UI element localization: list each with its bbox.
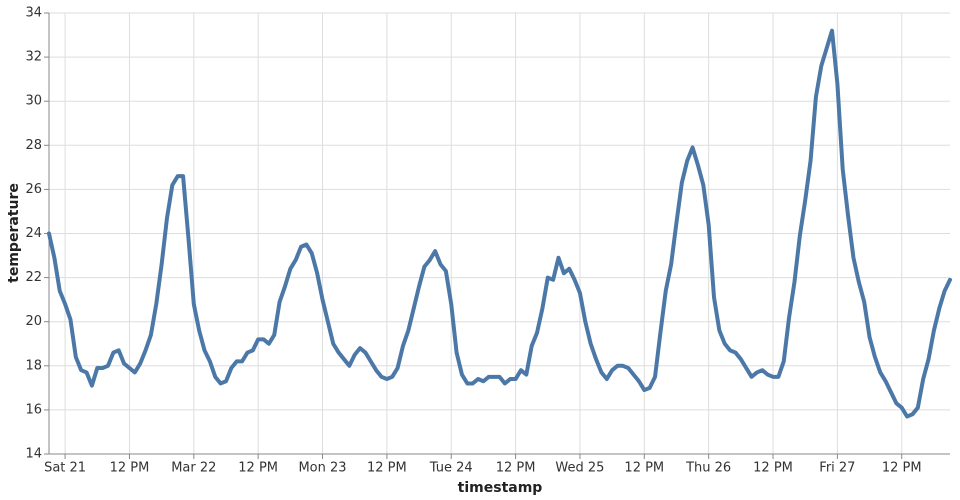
line [47, 28, 952, 419]
axes: 14 16 18 20 22 24 26 28 30 32 34 Sat 21 12 PM Mar 22 1… [25, 6, 950, 476]
x-tick-label: 12 PM [753, 461, 793, 476]
x-tick-label: Tue 24 [429, 461, 473, 476]
x-tick-label: Sat 21 [44, 461, 86, 476]
x-tick-label: Wed 25 [555, 461, 604, 476]
y-tick-label: 24 [25, 226, 42, 241]
y-tick-label: 14 [25, 447, 42, 462]
y-axis-title: temperature [6, 183, 22, 283]
marks [47, 28, 952, 419]
x-tick-label: 12 PM [496, 461, 536, 476]
x-tick-label: 12 PM [367, 461, 407, 476]
y-tick-label: 16 [25, 402, 42, 417]
x-tick-label: Fri 27 [819, 461, 855, 476]
y-tick-label: 22 [25, 270, 42, 285]
x-tick-label: Mon 23 [298, 461, 346, 476]
y-tick-label: 30 [25, 94, 42, 109]
x-tick-label: Thu 26 [685, 461, 731, 476]
x-tick-label: 12 PM [110, 461, 150, 476]
x-axis-title: timestamp [458, 480, 543, 496]
y-tick-label: 34 [25, 6, 42, 21]
y-tick-label: 26 [25, 182, 42, 197]
grid [49, 12, 950, 455]
y-tick-label: 20 [25, 314, 42, 329]
y-tick-label: 28 [25, 138, 42, 153]
x-tick-label: 12 PM [238, 461, 278, 476]
y-tick-label: 18 [25, 358, 42, 373]
x-tick-label: 12 PM [624, 461, 664, 476]
x-tick-label: Mar 22 [171, 461, 216, 476]
y-tick-label: 32 [25, 50, 42, 65]
x-tick-label: 12 PM [882, 461, 922, 476]
